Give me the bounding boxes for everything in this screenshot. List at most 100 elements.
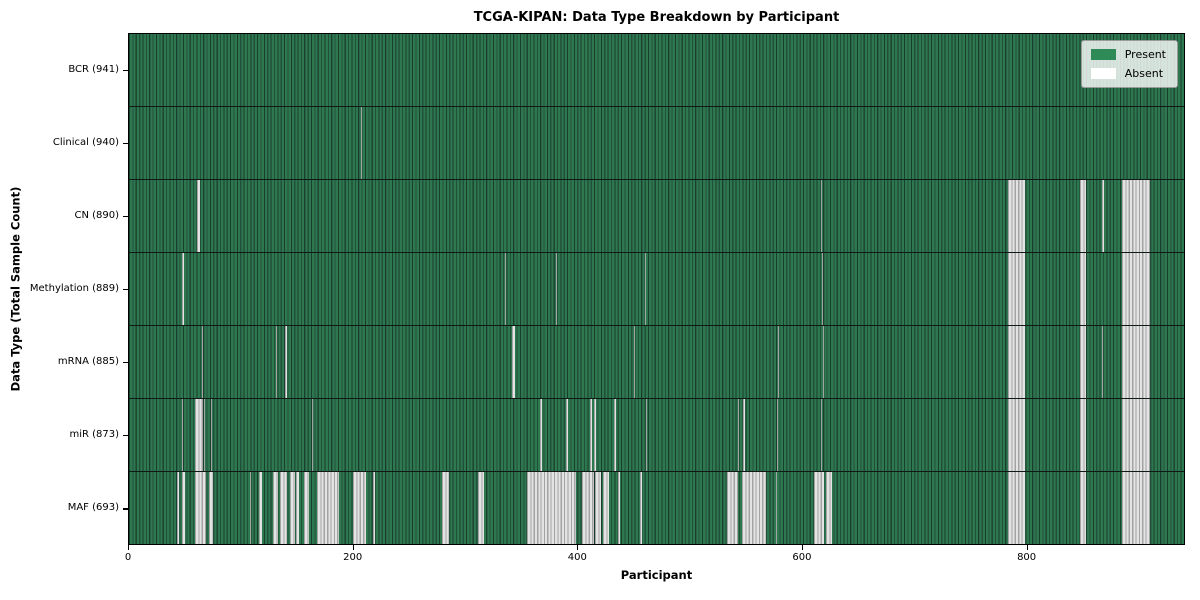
absent-stripe [581,472,595,544]
absent-stripe [1079,399,1087,471]
x-tick-mark [128,545,130,550]
legend-item-absent: Absent [1090,67,1166,80]
absent-stripe [504,253,506,325]
absent-stripe [822,326,825,398]
absent-stripe [775,472,778,544]
legend-label: Absent [1124,67,1164,80]
legend-item-present: Present [1090,48,1166,61]
legend-label: Present [1124,48,1166,61]
absent-stripe [512,326,515,398]
heatmap-row-mrna [129,325,1184,398]
absent-stripe [778,326,780,398]
y-tick-label-cn: CN (890) [74,209,119,221]
absent-stripe [1122,399,1151,471]
absent-stripe [201,326,204,398]
y-tick-mark [123,289,128,291]
x-tick-label-400: 400 [567,552,587,563]
absent-stripe [645,399,648,471]
y-tick-label-mrna: mRNA (885) [57,356,119,368]
y-tick-mark [123,362,128,364]
absent-stripe [633,326,635,398]
absent-stripe [373,472,375,544]
absent-stripe [589,399,593,471]
absent-stripe [181,472,186,544]
absent-stripe [640,472,642,544]
y-tick-mark [123,69,128,71]
x-axis-label: Participant [620,568,693,582]
absent-stripe [303,472,310,544]
x-tick-label-0: 0 [124,552,132,563]
absent-stripe [1007,326,1025,398]
chart-title: TCGA-KIPAN: Data Type Breakdown by Parti… [473,10,840,25]
y-tick-mark [123,142,128,144]
absent-stripe [311,399,314,471]
x-tick-mark [577,545,579,550]
absent-stripe [204,399,206,471]
absent-stripe [208,472,214,544]
heatmap-row-maf [129,471,1184,544]
heatmap-row-bcr [129,34,1184,106]
absent-stripe [603,472,609,544]
absent-stripe [1122,326,1151,398]
absent-stripe [644,253,647,325]
legend-swatch-present [1090,49,1116,60]
absent-stripe [826,472,832,544]
x-tick-label-600: 600 [792,552,812,563]
absent-stripe [477,472,485,544]
absent-stripe [284,326,288,398]
absent-stripe [296,472,300,544]
absent-stripe [566,399,568,471]
absent-stripe [195,472,207,544]
absent-stripe [250,472,252,544]
y-tick-label-maf: MAF (693) [67,502,119,514]
absent-stripe [614,399,616,471]
legend: Present Absent [1080,40,1178,88]
absent-stripe [742,472,766,544]
plot-area [128,33,1185,545]
absent-stripe [527,472,577,544]
absent-stripe [556,253,558,325]
y-tick-label-methylation: Methylation (889) [29,283,119,294]
absent-stripe [210,399,213,471]
heatmap-row-clinical [129,106,1184,179]
absent-stripe [1007,399,1025,471]
absent-stripe [1102,180,1105,252]
absent-stripe [181,253,184,325]
absent-stripe [1122,253,1151,325]
y-tick-label-bcr: BCR (941) [68,63,119,75]
absent-stripe [361,107,363,179]
absent-stripe [441,472,449,544]
absent-stripe [540,399,542,471]
absent-stripe [820,399,823,471]
heatmap-row-mir [129,398,1184,471]
absent-stripe [743,399,745,471]
absent-stripe [280,472,288,544]
x-tick-label-800: 800 [1017,552,1037,563]
absent-stripe [1007,253,1025,325]
x-tick-label-200: 200 [343,552,363,563]
absent-stripe [594,399,596,471]
absent-stripe [1079,472,1087,544]
absent-stripe [353,472,366,544]
x-tick-mark [1026,545,1028,550]
absent-stripe [1122,180,1151,252]
absent-stripe [1102,326,1104,398]
absent-stripe [726,472,738,544]
absent-stripe [617,472,621,544]
y-tick-label-clinical: Clinical (940) [52,136,119,148]
y-tick-mark [123,508,128,510]
absent-stripe [1079,180,1087,252]
absent-stripe [1079,326,1087,398]
y-tick-mark [123,215,128,218]
absent-stripe [272,472,279,544]
absent-stripe [290,472,295,544]
absent-stripe [275,326,278,398]
absent-stripe [317,472,339,544]
absent-stripe [181,399,183,471]
heatmap-row-cn [129,179,1184,252]
absent-stripe [1007,180,1025,252]
x-tick-mark [352,545,354,550]
y-tick-label-mir: miR (873) [69,429,119,441]
absent-stripe [595,472,601,544]
